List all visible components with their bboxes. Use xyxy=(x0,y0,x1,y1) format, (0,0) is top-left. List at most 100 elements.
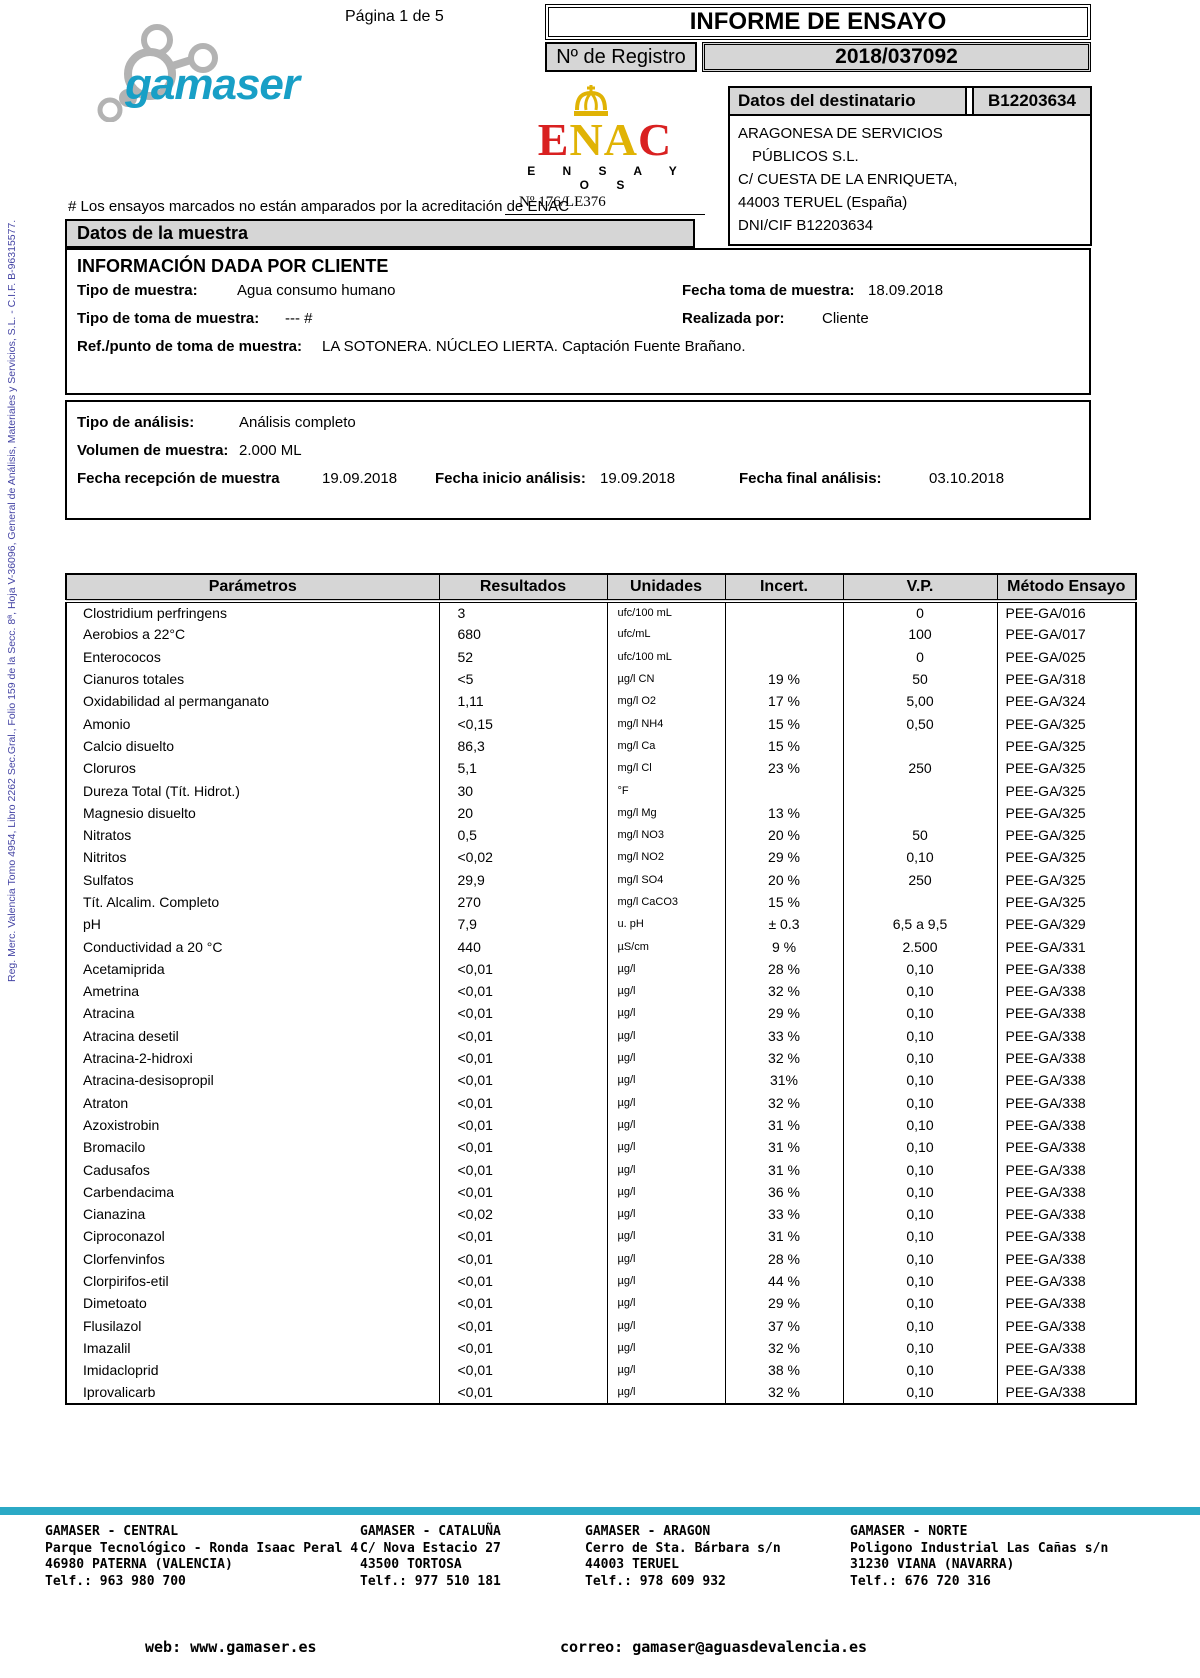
unit-value: µg/l CN xyxy=(607,667,726,691)
result-row: Cianuros totales <5 µg/l CN 19 % 50 PEE-… xyxy=(66,667,1136,691)
office-address-line1: Poligono Industrial Las Cañas s/n xyxy=(850,1540,1109,1556)
method-value: PEE-GA/325 xyxy=(1005,849,1086,866)
enac-wordmark: ENAC xyxy=(537,114,673,165)
uncertainty-value: 31 % xyxy=(725,1158,844,1181)
result-value: <0,01 xyxy=(439,957,608,981)
office-block: GAMASER - ARAGON Cerro de Sta. Bárbara s… xyxy=(585,1524,781,1590)
result-value: 440 xyxy=(439,935,608,958)
vp-value: 0,10 xyxy=(843,846,998,869)
destinatario-address-line: PÚBLICOS S.L. xyxy=(752,148,859,165)
method-value: PEE-GA/329 xyxy=(1005,916,1086,933)
office-phone: Telf.: 676 720 316 xyxy=(850,1573,991,1589)
office-address-line2: 31230 VIANA (NAVARRA) xyxy=(850,1557,1015,1572)
uncertainty-value: 32 % xyxy=(725,1336,844,1360)
unit-value: µg/l xyxy=(607,1180,726,1204)
result-row: Flusilazol <0,01 µg/l 37 % 0,10 PEE-GA/3… xyxy=(66,1314,1136,1337)
method-value: PEE-GA/325 xyxy=(1005,715,1086,732)
destinatario-box: Datos del destinatario B12203634 ARAGONE… xyxy=(728,86,1092,246)
office-block: GAMASER - CENTRAL Parque Tecnológico - R… xyxy=(45,1524,358,1590)
uncertainty-value: 38 % xyxy=(725,1359,844,1382)
result-value: <0,01 xyxy=(439,1336,608,1360)
parameter-name: Atracina-desisopropil xyxy=(66,1069,440,1092)
unit-value: µS/cm xyxy=(607,935,726,958)
result-row: Cadusafos <0,01 µg/l 31 % 0,10 PEE-GA/33… xyxy=(66,1158,1136,1181)
vp-value: 0,10 xyxy=(843,1292,998,1315)
col-parametros: Parámetros xyxy=(66,573,440,603)
method-value: PEE-GA/338 xyxy=(1005,1339,1086,1356)
parameter-name: Cianuros totales xyxy=(66,667,440,691)
result-row: Ciproconazol <0,01 µg/l 31 % 0,10 PEE-GA… xyxy=(66,1225,1136,1248)
unit-value: mg/l Cl xyxy=(607,757,726,780)
tipo-analisis-label: Tipo de análisis: xyxy=(77,414,195,431)
destinatario-address-line: ARAGONESA DE SERVICIOS xyxy=(738,125,943,142)
office-address-line1: C/ Nova Estacio 27 xyxy=(360,1540,501,1556)
molecule-icon xyxy=(97,24,218,122)
parameter-name: Amonio xyxy=(66,712,440,735)
unit-value: ufc/100 mL xyxy=(607,645,726,668)
vp-value: 6,5 a 9,5 xyxy=(843,913,998,936)
parameter-name: Azoxistrobin xyxy=(66,1113,440,1137)
result-row: Atracina desetil <0,01 µg/l 33 % 0,10 PE… xyxy=(66,1024,1136,1047)
uncertainty-value: 31 % xyxy=(725,1113,844,1137)
method-value: PEE-GA/338 xyxy=(1005,1317,1086,1334)
result-row: Cloruros 5,1 mg/l Cl 23 % 250 PEE-GA/325 xyxy=(66,757,1136,780)
method-value: PEE-GA/338 xyxy=(1005,1183,1086,1200)
method-value: PEE-GA/338 xyxy=(1005,1250,1086,1267)
uncertainty-value: 28 % xyxy=(725,957,844,981)
vp-value: 0,10 xyxy=(843,1269,998,1293)
unit-value: µg/l xyxy=(607,1292,726,1315)
result-row: Dimetoato <0,01 µg/l 29 % 0,10 PEE-GA/33… xyxy=(66,1292,1136,1315)
parameter-name: Clorpirifos-etil xyxy=(66,1269,440,1293)
unit-value: µg/l xyxy=(607,1225,726,1248)
method-value: PEE-GA/325 xyxy=(1005,782,1086,799)
vp-value: 0,10 xyxy=(843,957,998,981)
uncertainty-value: 15 % xyxy=(725,734,844,758)
uncertainty-value: 32 % xyxy=(725,1381,844,1404)
parameter-name: pH xyxy=(66,913,440,936)
result-value: 52 xyxy=(439,645,608,668)
parameter-name: Nitratos xyxy=(66,823,440,847)
method-value: PEE-GA/338 xyxy=(1005,1027,1086,1044)
result-row: Enterococos 52 ufc/100 mL 0 PEE-GA/025 xyxy=(66,645,1136,668)
report-title: INFORME DE ENSAYO xyxy=(545,4,1091,40)
method-value: PEE-GA/338 xyxy=(1005,1206,1086,1223)
parameter-name: Conductividad a 20 °C xyxy=(66,935,440,958)
uncertainty-value: 13 % xyxy=(725,801,844,824)
parameter-name: Carbendacima xyxy=(66,1180,440,1204)
result-value: <0,01 xyxy=(439,1002,608,1025)
ref-punto-value: LA SOTONERA. NÚCLEO LIERTA. Captación Fu… xyxy=(322,338,746,355)
col-resultados: Resultados xyxy=(439,573,608,603)
parameter-name: Imazalil xyxy=(66,1336,440,1360)
unit-value: µg/l xyxy=(607,1158,726,1181)
vp-value: 0,10 xyxy=(843,1046,998,1070)
uncertainty-value: 29 % xyxy=(725,1292,844,1315)
uncertainty-value: 15 % xyxy=(725,890,844,914)
vp-value: 0,10 xyxy=(843,1314,998,1337)
method-value: PEE-GA/025 xyxy=(1005,648,1086,665)
result-value: <0,01 xyxy=(439,1091,608,1114)
result-value: <0,01 xyxy=(439,1180,608,1204)
parameter-name: Atracina xyxy=(66,1002,440,1025)
office-block: GAMASER - CATALUÑA C/ Nova Estacio 27 43… xyxy=(360,1524,501,1590)
result-value: <0,01 xyxy=(439,980,608,1003)
vp-value: 0,10 xyxy=(843,980,998,1003)
method-value: PEE-GA/338 xyxy=(1005,1050,1086,1067)
uncertainty-value: 19 % xyxy=(725,667,844,691)
muestra-subheader: INFORMACIÓN DADA POR CLIENTE xyxy=(77,256,389,276)
parameter-name: Nitritos xyxy=(66,846,440,869)
vp-value: 0,10 xyxy=(843,1024,998,1047)
office-name: GAMASER - ARAGON xyxy=(585,1524,711,1539)
uncertainty-value: 31 % xyxy=(725,1136,844,1159)
unit-value: µg/l xyxy=(607,1247,726,1270)
unit-value: mg/l NO2 xyxy=(607,846,726,869)
vp-value xyxy=(843,801,998,824)
result-row: Nitritos <0,02 mg/l NO2 29 % 0,10 PEE-GA… xyxy=(66,846,1136,869)
fecha-toma-value: 18.09.2018 xyxy=(868,282,944,299)
result-row: Sulfatos 29,9 mg/l SO4 20 % 250 PEE-GA/3… xyxy=(66,868,1136,891)
method-value: PEE-GA/325 xyxy=(1005,871,1086,888)
vp-value: 50 xyxy=(843,667,998,691)
vp-value: 0,10 xyxy=(843,1136,998,1159)
result-row: Aerobios a 22°C 680 ufc/mL 100 PEE-GA/01… xyxy=(66,623,1136,646)
result-row: Imazalil <0,01 µg/l 32 % 0,10 PEE-GA/338 xyxy=(66,1336,1136,1360)
col-vp: V.P. xyxy=(843,573,998,603)
